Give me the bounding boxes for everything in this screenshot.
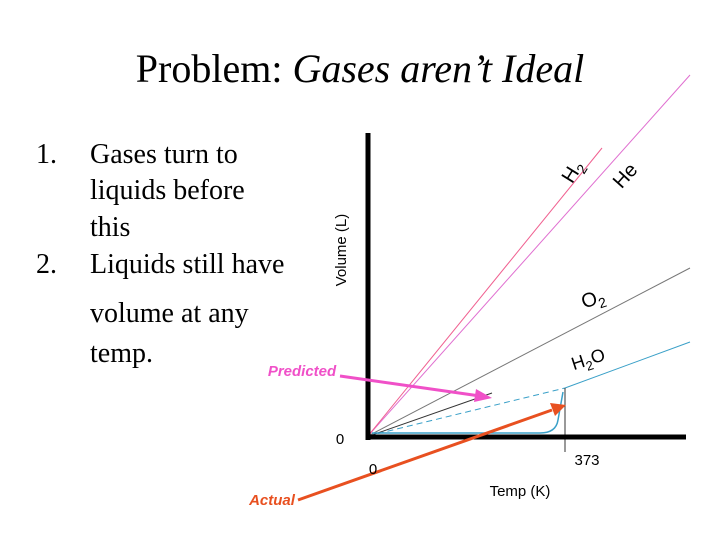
actual-arrowhead — [550, 403, 566, 416]
list-line: Gases turn to — [90, 139, 238, 170]
h2o-tail: O — [588, 344, 608, 367]
o2-line — [367, 267, 691, 437]
h2o-label: H2O — [569, 344, 609, 377]
title-prefix: Problem: — [136, 46, 293, 91]
h2o-sub: 2 — [584, 357, 596, 374]
o2-base: O — [579, 288, 601, 314]
list-marker: 2. — [36, 249, 57, 280]
h2o-base: H — [569, 351, 588, 374]
predicted-label: Predicted — [268, 363, 337, 380]
h2-line — [367, 147, 603, 437]
actual-arrow — [297, 408, 553, 502]
o2-label: O2 — [579, 285, 609, 316]
he-line — [367, 74, 691, 437]
predicted-arrowhead — [474, 389, 492, 402]
y-axis-label: Volume (L) — [333, 214, 350, 287]
list: 1. Gases turn to liquids before this 2. … — [36, 139, 284, 369]
list-line: volume at any — [90, 298, 249, 329]
h2o-predicted-line — [367, 387, 566, 437]
graph: Volume (L) Temp (K) 0 0 373 Predicted Ac… — [248, 74, 691, 509]
x-axis-label: Temp (K) — [490, 483, 551, 500]
list-line: Liquids still have — [90, 249, 284, 280]
h2-label: H2 — [558, 156, 591, 188]
predicted-arrow — [339, 374, 481, 398]
actual-label: Actual — [248, 492, 296, 509]
title-emphasis: Gases aren’t Ideal — [292, 46, 584, 91]
boiling-label: 373 — [574, 452, 599, 469]
list-line: temp. — [90, 338, 153, 369]
x-origin-label: 0 — [369, 461, 377, 478]
reference-line — [371, 392, 493, 436]
list-line: this — [90, 212, 130, 243]
list-marker: 1. — [36, 139, 57, 170]
h2o-line — [564, 341, 691, 389]
list-line: liquids before — [90, 175, 245, 206]
actual-curve — [372, 391, 564, 434]
graph-labels: Volume (L) Temp (K) 0 0 373 Predicted Ac… — [248, 156, 642, 509]
y-origin-label: 0 — [336, 431, 344, 448]
title: Problem: Gases aren’t Ideal — [136, 46, 584, 91]
he-label: He — [609, 159, 642, 193]
